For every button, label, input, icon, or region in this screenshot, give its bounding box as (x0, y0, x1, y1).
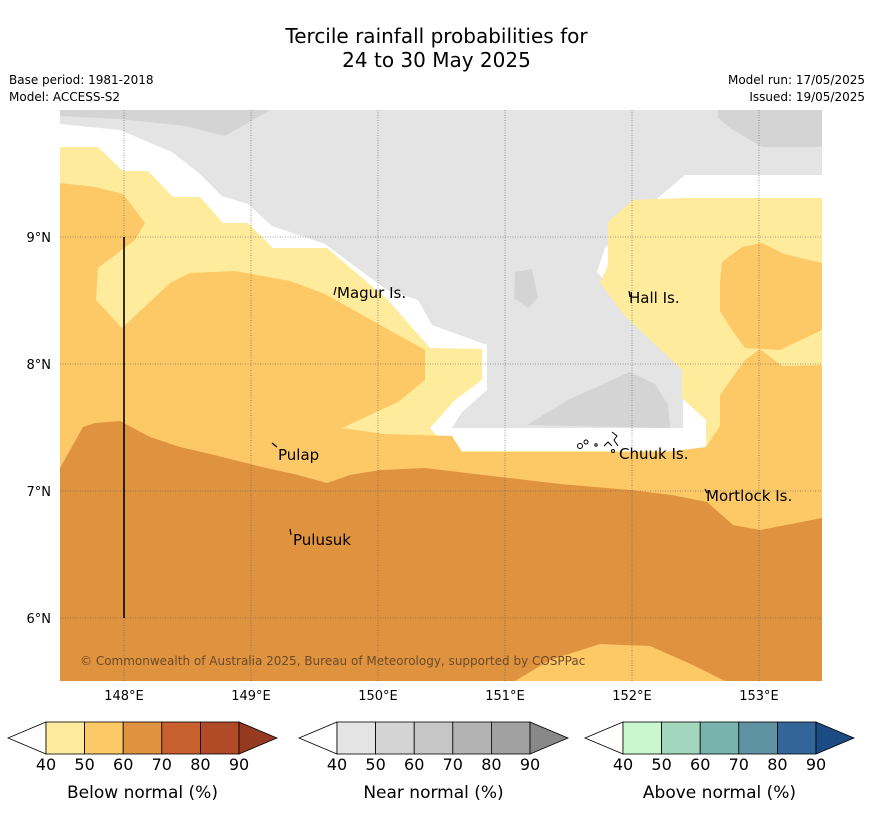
above-normal-colorbar-tick: 80 (767, 755, 787, 774)
below-normal-colorbar-swatch (199, 721, 240, 755)
below-normal-colorbar-tick: 60 (113, 755, 133, 774)
near-normal-strong-1 (60, 110, 270, 136)
hall-island-mark (628, 290, 631, 298)
model-run: Model run: 17/05/2025 (727, 73, 865, 87)
near-normal-colorbar-swatch (336, 721, 376, 755)
below-normal-colorbar-tick: 70 (152, 755, 172, 774)
near-normal-region (60, 110, 822, 428)
above-normal-colorbar-over (815, 721, 856, 755)
above-normal-colorbar-tick: 60 (690, 755, 710, 774)
lon-label-149e: 149°E (231, 689, 271, 704)
lat-label-8n: 8°N (27, 358, 52, 373)
below-normal-colorbar-swatch (45, 721, 85, 755)
place-label-hall: Hall Is. (629, 289, 680, 307)
map-title-line1: Tercile rainfall probabilities for (285, 24, 588, 48)
above-normal-colorbar-label: Above normal (%) (643, 783, 796, 803)
lon-label-152e: 152°E (612, 689, 652, 704)
issued-date: Issued: 19/05/2025 (749, 90, 865, 104)
below-normal-colorbar-under (6, 721, 47, 755)
islands (271, 286, 708, 536)
colorbars: 40 50 60 70 80 90 Below normal (%) 40 50 60 70 80 90… (6, 721, 856, 803)
below-normal-colorbar-swatch (84, 721, 124, 755)
chuuk-lagoon-mark (577, 431, 619, 453)
above-normal-colorbar-swatch (661, 721, 701, 755)
near-normal-colorbar-over (529, 721, 570, 755)
below-normal-colorbar: 40 50 60 70 80 90 Below normal (%) (6, 721, 279, 803)
below-normal-colorbar-tick: 50 (74, 755, 94, 774)
base-period: Base period: 1981-2018 (9, 73, 154, 87)
below-normal-high (60, 421, 822, 681)
below-normal-mid-east (720, 243, 822, 350)
near-normal-colorbar-tick: 90 (520, 755, 540, 774)
near-normal-strong-3 (514, 269, 538, 308)
lat-label-9n: 9°N (27, 231, 52, 246)
map-title-line2: 24 to 30 May 2025 (342, 48, 531, 72)
near-normal-strong-4 (527, 372, 670, 428)
near-normal-strong-2 (718, 110, 822, 147)
place-label-mortlock: Mortlock Is. (706, 487, 792, 505)
above-normal-colorbar-tick: 90 (806, 755, 826, 774)
model-name: Model: ACCESS-S2 (9, 90, 121, 104)
above-normal-colorbar: 40 50 60 70 80 90 Above normal (%) (583, 721, 856, 803)
near-normal-colorbar-swatch (413, 721, 454, 755)
place-label-magur: Magur Is. (337, 284, 406, 302)
near-normal-colorbar-tick: 80 (481, 755, 501, 774)
place-label-pulusuk: Pulusuk (293, 531, 351, 549)
near-normal-colorbar-swatch (490, 721, 531, 755)
above-normal-colorbar-tick: 70 (729, 755, 749, 774)
copyright-text: © Commonwealth of Australia 2025, Bureau… (80, 654, 585, 668)
near-normal-colorbar-swatch (452, 721, 492, 755)
magur-island-mark (333, 286, 337, 296)
lat-label-6n: 6°N (27, 612, 52, 627)
below-normal-colorbar-label: Below normal (%) (67, 783, 218, 803)
meta-left: Base period: 1981-2018 Model: ACCESS-S2 (9, 72, 154, 106)
near-normal-colorbar-swatch (375, 721, 415, 755)
above-normal-colorbar-swatch (699, 721, 740, 755)
near-normal-colorbar-tick: 70 (443, 755, 463, 774)
lon-label-150e: 150°E (358, 689, 398, 704)
lon-label-153e: 153°E (739, 689, 779, 704)
above-normal-colorbar-swatch (622, 721, 662, 755)
below-normal-colorbar-tick: 90 (229, 755, 249, 774)
meta-right: Model run: 17/05/2025 Issued: 19/05/2025 (728, 72, 865, 106)
pulap-island-mark (271, 442, 278, 448)
place-label-chuuk: Chuuk Is. (619, 445, 688, 463)
near-normal-colorbar: 40 50 60 70 80 90 Near normal (%) (297, 721, 570, 803)
above-normal-colorbar-under (583, 721, 624, 755)
lon-label-148e: 148°E (104, 689, 144, 704)
below-normal-colorbar-tick: 80 (190, 755, 210, 774)
below-normal-colorbar-swatch (122, 721, 163, 755)
below-normal-colorbar-swatch (161, 721, 201, 755)
lon-label-151e: 151°E (485, 689, 525, 704)
above-normal-colorbar-swatch (738, 721, 778, 755)
place-label-pulap: Pulap (278, 446, 319, 464)
near-normal-colorbar-tick: 40 (327, 755, 347, 774)
below-normal-colorbar-over (238, 721, 279, 755)
mortlock-island-mark (704, 488, 708, 494)
near-normal-colorbar-tick: 60 (404, 755, 424, 774)
near-normal-colorbar-under (297, 721, 338, 755)
below-normal-colorbar-tick: 40 (36, 755, 56, 774)
above-normal-colorbar-tick: 50 (651, 755, 671, 774)
near-normal-colorbar-tick: 50 (365, 755, 385, 774)
pulusuk-island-mark (289, 528, 292, 536)
lat-label-7n: 7°N (27, 485, 52, 500)
above-normal-colorbar-tick: 40 (613, 755, 633, 774)
above-normal-colorbar-swatch (777, 721, 817, 755)
map-area: Magur Is. Hall Is. Pulap Chuuk Is. Mortl… (60, 110, 822, 681)
near-normal-colorbar-label: Near normal (%) (363, 783, 503, 803)
